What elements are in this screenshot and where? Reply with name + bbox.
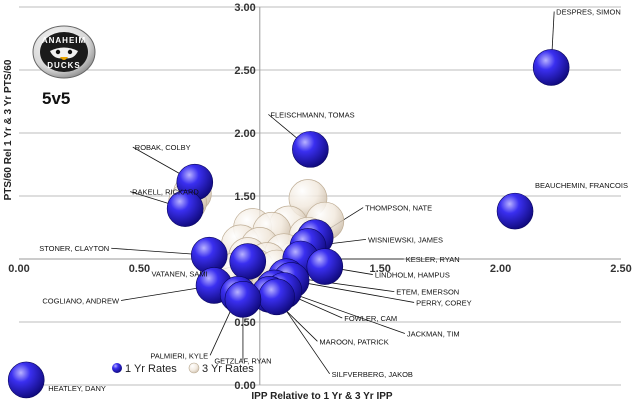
y-tick-label: 3.00 [234, 2, 255, 14]
point-label: SILFVERBERG, JAKOB [332, 370, 413, 379]
point-label: THOMPSON, NATE [365, 204, 432, 213]
x-axis-title: IPP Relative to 1 Yr & 3 Yr IPP [251, 391, 393, 402]
point-label: COGLIANO, ANDREW [42, 296, 120, 305]
x-tick-label: 0.50 [129, 263, 150, 275]
ducks-logo: ANAHEIM DUCKS [32, 25, 96, 79]
point-label: FLEISCHMANN, TOMAS [270, 110, 354, 119]
y-tick-label: 0.50 [234, 317, 255, 329]
point-label: RAKELL, RICKARD [132, 188, 199, 197]
point-label: PALMIERI, KYLE [150, 351, 208, 360]
bubble-1yr [532, 49, 570, 86]
bubble-1yr [292, 131, 329, 168]
bubble-1yr [229, 243, 267, 280]
bubble-1yr [224, 281, 262, 318]
point-label: WISNIEWSKI, JAMES [368, 235, 443, 244]
legend: 1 Yr Rates 3 Yr Rates [112, 362, 254, 375]
y-axis-title: PTS/60 Rel 1 Yr & 3 Yr PTS/60 [3, 59, 14, 200]
point-label: HEATLEY, DANY [48, 384, 106, 393]
point-label: STONER, CLAYTON [39, 244, 109, 253]
point-label: BEAUCHEMIN, FRANCOIS [535, 181, 628, 190]
bubble-1yr [496, 192, 534, 230]
legend-marker-3yr [188, 362, 200, 374]
point-label: JACKMAN, TIM [407, 330, 460, 339]
y-tick-label: 0.00 [234, 380, 255, 392]
leader-line [283, 290, 406, 334]
duck-mask-icon [50, 47, 78, 60]
x-tick-label: 0.00 [8, 263, 29, 275]
point-label: LINDHOLM, HAMPUS [375, 271, 450, 280]
x-tick-label: 2.00 [490, 263, 511, 275]
legend-marker-1yr [112, 363, 122, 373]
point-label: GETZLAF, RYAN [214, 356, 271, 365]
legend-label-3yr: 3 Yr Rates [202, 363, 254, 375]
x-tick-label: 1.50 [369, 263, 390, 275]
point-label: MAROON, PATRICK [319, 337, 388, 346]
y-tick-label: 2.50 [234, 65, 255, 77]
point-label: FOWLER, CAM [344, 314, 397, 323]
logo-bottom-text: DUCKS [47, 61, 80, 70]
bubble-1yr [306, 248, 344, 285]
y-tick-labels: 0.000.501.502.002.503.001.00 [234, 2, 255, 392]
point-label: DESPRES, SIMON [556, 7, 621, 16]
legend-label-1yr: 1 Yr Rates [125, 363, 177, 375]
point-label: PERRY, COREY [416, 298, 472, 307]
point-labels: DESPRES, SIMON FLEISCHMANN, TOMAS ROBAK, C… [39, 7, 628, 392]
point-label: ETEM, EMERSON [396, 288, 459, 297]
point-label: ROBAK, COLBY [135, 143, 191, 152]
bubble-1yr [7, 361, 45, 399]
leader-line [291, 280, 415, 303]
point-label: KESLER, RYAN [406, 255, 460, 264]
point-label: VATANEN, SAMI [151, 270, 207, 279]
bubble-1yr [166, 190, 204, 227]
logo-top-text: ANAHEIM [42, 36, 86, 45]
y-tick-label: 1.50 [234, 191, 255, 203]
x-tick-label: 2.50 [610, 263, 631, 275]
bubble-1yr [258, 278, 295, 316]
series-1yr-bubbles [7, 49, 570, 399]
strength-label: 5v5 [42, 89, 70, 108]
y-tick-label: 2.00 [234, 128, 255, 140]
